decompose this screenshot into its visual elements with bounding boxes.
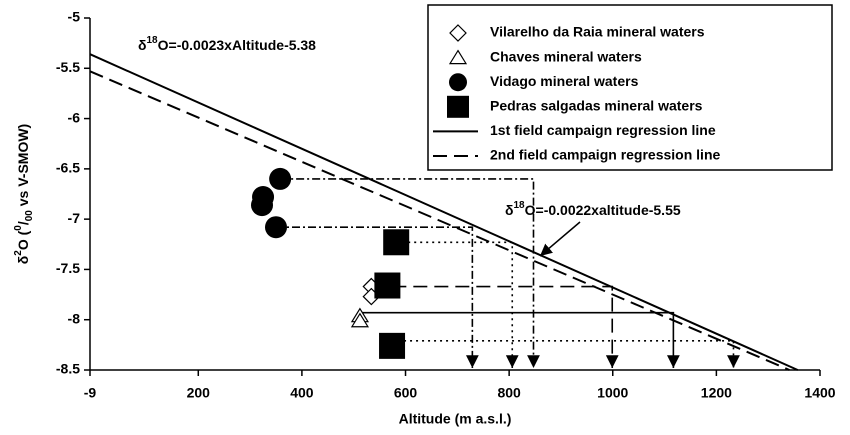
- point: [374, 272, 401, 299]
- legend-marker: [447, 95, 469, 118]
- legend-label: 1st field campaign regression line: [490, 122, 716, 138]
- legend-marker: [448, 49, 468, 65]
- annotation-part: O=-0.0022xaltitude-5.55: [525, 202, 681, 218]
- y-tick-label: -7: [68, 210, 81, 226]
- annotation-part: 18: [147, 35, 159, 46]
- x-tick-label: 200: [187, 385, 211, 401]
- legend-marker: [449, 73, 467, 92]
- y-label-part: 00: [24, 210, 35, 222]
- legend-label: 2nd field campaign regression line: [490, 147, 720, 163]
- projection: [396, 241, 519, 368]
- legend-marker: [449, 24, 467, 42]
- y-axis-label: δ2O (0/00 vs V-SMOW): [13, 124, 35, 264]
- point: [264, 216, 287, 239]
- annotation: δ18O=-0.0023xAltitude-5.38: [138, 35, 316, 53]
- legend-box: [427, 4, 833, 171]
- y-tick-label: -5: [68, 9, 81, 25]
- projection: [359, 311, 680, 368]
- y-label-part: /: [15, 221, 31, 225]
- y-label-part: vs V-SMOW): [15, 124, 31, 210]
- regression-line: [89, 70, 790, 371]
- y-label-part: 2: [13, 250, 24, 256]
- point: [383, 229, 410, 256]
- projection: [275, 226, 479, 368]
- projection: [371, 285, 619, 368]
- y-label-part: δ: [15, 256, 31, 265]
- y-tick-label: -7.5: [56, 260, 80, 276]
- x-tick-label: -9: [84, 385, 97, 401]
- legend-label: Vidago mineral waters: [490, 73, 639, 89]
- annotation-part: 18: [514, 200, 526, 211]
- x-tick-label: 1400: [804, 385, 835, 401]
- legend-label: Vilarelho da Raia mineral waters: [490, 24, 705, 40]
- x-tick-label: 1200: [701, 385, 732, 401]
- annotation-part: O=-0.0023xAltitude-5.38: [158, 37, 317, 53]
- x-axis-label: Altitude (m a.s.l.): [399, 411, 512, 427]
- y-tick-label: -6.5: [56, 160, 80, 176]
- point: [350, 312, 370, 328]
- x-tick-label: 800: [497, 385, 521, 401]
- annotation: δ18O=-0.0022xaltitude-5.55: [505, 200, 681, 218]
- annotation-arrow: [539, 221, 581, 257]
- point: [251, 194, 274, 217]
- y-tick-label: -6: [68, 109, 81, 125]
- projection: [280, 178, 540, 368]
- annotation-part: δ: [138, 37, 147, 53]
- x-tick-label: 400: [290, 385, 314, 401]
- x-tick-label: 600: [394, 385, 418, 401]
- annotation-part: δ: [505, 202, 514, 218]
- point: [269, 167, 292, 190]
- regression-line: [89, 53, 799, 371]
- y-label-part: 0: [13, 225, 24, 231]
- projection: [392, 340, 740, 368]
- y-label-part: O (: [15, 230, 31, 250]
- legend-label: Pedras salgadas mineral waters: [490, 98, 703, 114]
- x-tick-label: 1000: [597, 385, 628, 401]
- legend-label: Chaves mineral waters: [490, 48, 642, 64]
- y-tick-label: -5.5: [56, 59, 80, 75]
- y-tick-label: -8: [68, 310, 81, 326]
- y-tick-label: -8.5: [56, 361, 80, 377]
- point: [379, 332, 406, 359]
